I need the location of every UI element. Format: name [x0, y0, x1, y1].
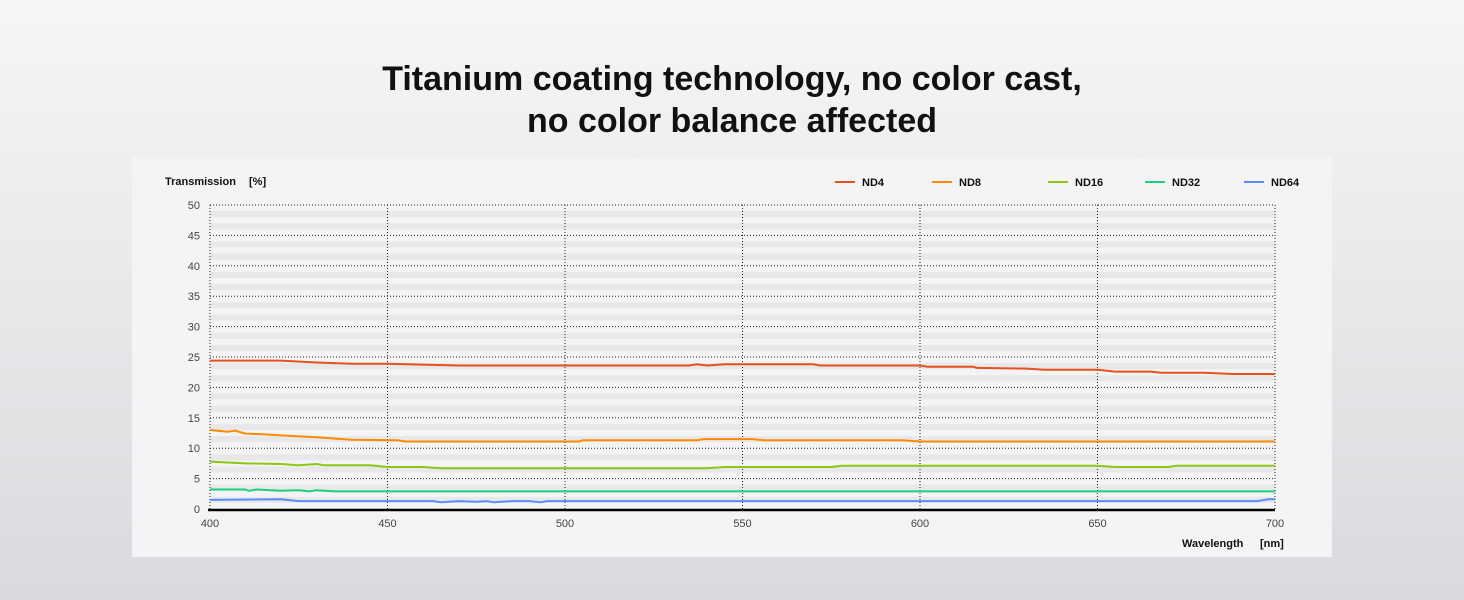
x-tick-label: 700: [1266, 518, 1284, 530]
x-tick-label: 550: [733, 518, 751, 530]
y-axis-label: Transmission: [165, 176, 236, 188]
grid-band: [210, 423, 1275, 430]
y-tick-label: 10: [188, 443, 200, 455]
x-axis-label: Wavelength: [1182, 538, 1244, 550]
y-tick-label: 25: [188, 352, 200, 364]
grid-band: [210, 375, 1275, 382]
legend-label-nd16: ND16: [1075, 177, 1103, 189]
grid-band: [210, 393, 1275, 400]
series-line-nd8: [209, 429, 1275, 443]
y-tick-label: 0: [194, 504, 200, 516]
legend-label-nd64: ND64: [1271, 177, 1300, 189]
y-tick-label: 50: [188, 200, 200, 212]
grid-band: [210, 284, 1275, 291]
x-tick-label: 500: [556, 518, 574, 530]
x-tick-label: 400: [201, 518, 219, 530]
series-line-nd4: [210, 359, 1275, 375]
grid-band: [210, 344, 1275, 351]
y-tick-label: 35: [188, 291, 200, 303]
chart: 0 5 10 15 20 25 30 35 40 45 50 400 450 500 550 600 650 70…: [165, 176, 1300, 550]
grid-band: [210, 405, 1275, 412]
grid-band: [210, 314, 1275, 321]
y-tick-label: 15: [188, 413, 200, 425]
title-line-2: no color balance affected: [527, 102, 937, 140]
y-tick-label: 40: [188, 261, 200, 273]
y-tick-label: 20: [188, 382, 200, 394]
y-tick-label: 45: [188, 230, 200, 242]
y-tick-label: 30: [188, 322, 200, 334]
series-line-nd16: [209, 460, 1275, 470]
grid-band: [210, 302, 1275, 309]
x-tick-label: 600: [911, 518, 929, 530]
legend-label-nd8: ND8: [959, 177, 981, 189]
title-line-1: Titanium coating technology, no color ca…: [382, 60, 1082, 98]
y-axis-unit: [%]: [249, 176, 266, 188]
series-line-nd64: [209, 498, 1275, 504]
chart-panel: 0 5 10 15 20 25 30 35 40 45 50 400 450 500 550 600 650 70…: [132, 157, 1332, 557]
x-tick-label: 450: [378, 518, 396, 530]
y-tick-label: 5: [194, 474, 200, 486]
grid-band: [210, 363, 1275, 370]
x-tick-label: 650: [1088, 518, 1106, 530]
grid-band: [210, 332, 1275, 339]
x-axis-unit: [nm]: [1260, 538, 1284, 550]
legend-label-nd32: ND32: [1172, 177, 1200, 189]
page-title: Titanium coating technology, no color ca…: [0, 58, 1464, 142]
legend-label-nd4: ND4: [862, 177, 885, 189]
series-line-nd32: [210, 488, 1275, 493]
